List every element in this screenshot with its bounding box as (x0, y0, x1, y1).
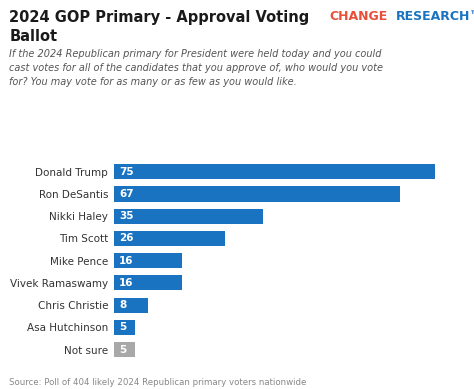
Text: If the 2024 Republican primary for President were held today and you could
cast : If the 2024 Republican primary for Presi… (9, 49, 383, 88)
Text: CHANGE: CHANGE (329, 10, 388, 23)
Bar (114, 186, 401, 202)
Text: 8: 8 (119, 300, 126, 310)
Text: 67: 67 (119, 189, 134, 199)
Bar (114, 231, 225, 246)
Text: 26: 26 (119, 233, 133, 244)
Text: 16: 16 (119, 278, 133, 288)
Bar (114, 275, 182, 291)
Bar (114, 253, 182, 268)
Bar (114, 342, 135, 357)
Text: 5: 5 (119, 345, 126, 354)
Text: 2024 GOP Primary - Approval Voting: 2024 GOP Primary - Approval Voting (9, 10, 310, 25)
Text: Source: Poll of 404 likely 2024 Republican primary voters nationwide: Source: Poll of 404 likely 2024 Republic… (9, 378, 307, 387)
Bar (114, 164, 435, 179)
Text: RESEARCH™: RESEARCH™ (396, 10, 474, 23)
Text: 35: 35 (119, 211, 133, 221)
Text: 75: 75 (119, 167, 134, 177)
Bar (114, 320, 135, 335)
Text: Ballot: Ballot (9, 29, 58, 44)
Bar (114, 298, 148, 313)
Text: 5: 5 (119, 322, 126, 332)
Bar (114, 209, 264, 224)
Text: 16: 16 (119, 256, 133, 266)
